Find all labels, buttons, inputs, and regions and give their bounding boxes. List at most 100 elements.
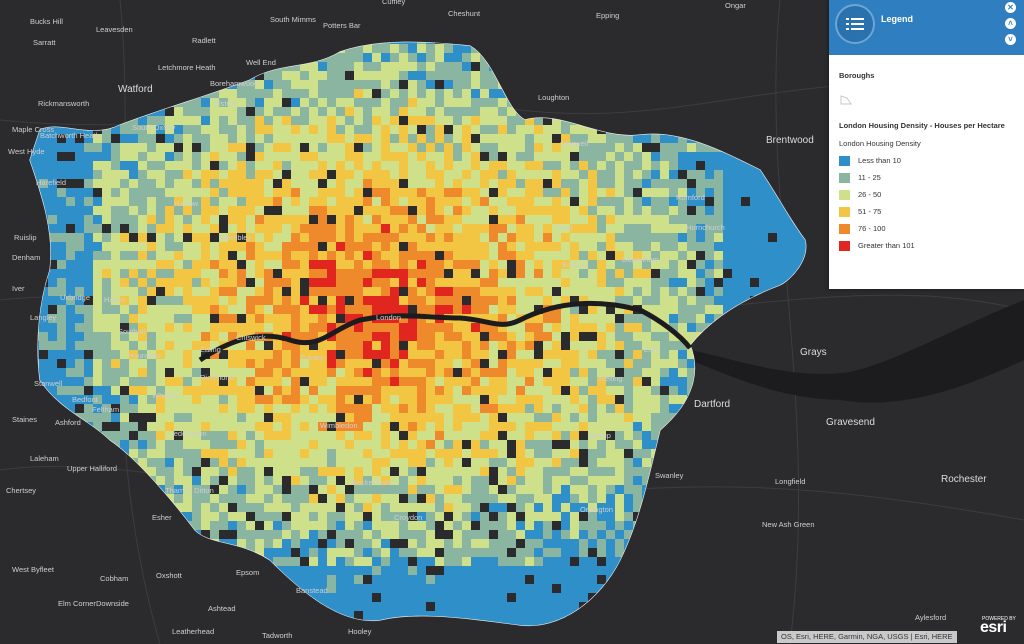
place-label: Downside [96, 599, 129, 608]
legend-class-row: 26 - 50 [839, 186, 1014, 203]
boroughs-label: Boroughs [839, 71, 875, 80]
legend-swatch [839, 189, 850, 200]
map-attribution: OS, Esri, HERE, Garmin, NGA, USGS | Esri… [777, 631, 957, 643]
close-icon[interactable]: ✕ [1005, 2, 1016, 13]
legend-class-label: Greater than 101 [858, 241, 915, 250]
place-label: Wembley [220, 233, 251, 242]
place-label: Maple Cross [12, 125, 54, 134]
place-label: Cobham [100, 574, 128, 583]
place-label: Orpington [580, 505, 613, 514]
place-label: Ruislip [14, 233, 37, 242]
place-label: Potters Bar [323, 21, 361, 30]
place-label: Banstead [296, 586, 328, 595]
place-label: South Mimms [270, 15, 316, 24]
borough-symbol-icon [840, 95, 852, 105]
place-label: Harefield [36, 178, 66, 187]
place-label: Bedfont [72, 395, 99, 404]
place-label: Cuffley [382, 0, 405, 6]
place-label: Longfield [775, 477, 805, 486]
river-thames [198, 300, 692, 363]
place-label: Hooley [348, 627, 372, 636]
place-label: Iver [12, 284, 25, 293]
place-label: Elm Corner [58, 599, 96, 608]
place-label: Leatherhead [172, 627, 214, 636]
sublayer-label: London Housing Density [839, 139, 921, 148]
place-label: Beckenham [352, 478, 392, 487]
place-label: Rochester [941, 474, 987, 485]
place-label: Teddington [170, 429, 207, 438]
place-label: Dartford [694, 399, 730, 410]
layer-title: London Housing Density - Houses per Hect… [839, 121, 1005, 130]
place-label: Welling [598, 374, 622, 383]
place-label: Sarratt [33, 38, 56, 47]
place-label: Epping [596, 11, 619, 20]
legend-class-row: 51 - 75 [839, 203, 1014, 220]
place-label: Brentwood [766, 135, 814, 146]
place-label: Elstree [214, 99, 237, 108]
place-label: Thames Ditton [165, 486, 214, 495]
powered-by-label: POWERED BY [982, 616, 1016, 622]
place-label: Batchworth Heath [40, 131, 100, 140]
place-label: Staines [12, 415, 37, 424]
place-label: Watford [118, 84, 153, 95]
place-label: Uxbridge [60, 293, 90, 302]
place-label: Sidcup [588, 431, 611, 440]
place-label: Oxshott [156, 571, 183, 580]
place-label: Radlett [192, 36, 217, 45]
place-label: Ilford [556, 223, 573, 232]
place-label: Erith [644, 345, 659, 354]
place-label: Tadworth [262, 631, 292, 640]
place-label: Harrow [174, 199, 199, 208]
legend-class-row: 76 - 100 [839, 220, 1014, 237]
legend-class-label: Less than 10 [858, 156, 901, 165]
legend-title: Legend [881, 14, 914, 24]
legend-class-row: 11 - 25 [839, 169, 1014, 186]
thames-estuary [690, 300, 1024, 403]
place-label: Well End [246, 58, 276, 67]
place-label: Chiswick [236, 333, 266, 342]
place-label: Wimbledon [320, 421, 358, 430]
legend-swatch [839, 223, 850, 234]
place-label: Hounslow [128, 351, 162, 360]
place-label: Aylesford [915, 613, 946, 622]
legend-swatch [839, 172, 850, 183]
place-label: Ashford [55, 418, 81, 427]
place-label: Whitton [152, 391, 177, 400]
place-label: London [376, 313, 401, 322]
chevron-down-icon[interactable]: ˅ [1005, 34, 1016, 45]
legend-toggle-button[interactable] [835, 4, 875, 44]
legend-class-row: Greater than 101 [839, 237, 1014, 254]
place-label: Dagenham [622, 255, 659, 264]
legend-class-label: 76 - 100 [858, 224, 886, 233]
place-label: West Hyde [8, 147, 45, 156]
place-label: Esher [152, 513, 172, 522]
place-label: Upper Halliford [67, 464, 117, 473]
place-label: Langley [30, 313, 57, 322]
place-label: Hornchurch [686, 223, 725, 232]
place-label: Croydon [394, 513, 422, 522]
place-label: Chertsey [6, 486, 36, 495]
place-label: Denham [12, 253, 40, 262]
place-label: Romford [676, 193, 705, 202]
place-label: Barking [562, 260, 587, 269]
legend-body: Boroughs London Housing Density - Houses… [829, 71, 1024, 254]
place-label: Leavesden [96, 25, 133, 34]
legend-class-label: 11 - 25 [858, 173, 881, 182]
place-label: Rickmansworth [38, 99, 89, 108]
legend-swatch [839, 206, 850, 217]
place-label: Swanley [655, 471, 684, 480]
place-label: Putney [300, 353, 324, 362]
place-label: Ashtead [208, 604, 236, 613]
place-label: Feltham [92, 405, 119, 414]
place-label: Chigwell [560, 139, 589, 148]
place-label: South Oxhey [132, 123, 176, 132]
place-label: New Ash Green [762, 520, 815, 529]
place-label: Richmond [200, 373, 234, 382]
legend-swatch [839, 240, 850, 251]
chevron-up-icon[interactable]: ˄ [1005, 18, 1016, 29]
legend-class-row: Less than 10 [839, 152, 1014, 169]
legend-panel: Legend ✕ ˄ ˅ Boroughs London Housing Den… [829, 0, 1024, 289]
place-label: Stanwell [34, 379, 63, 388]
list-icon [846, 18, 864, 30]
esri-logo: esri [980, 619, 1007, 636]
